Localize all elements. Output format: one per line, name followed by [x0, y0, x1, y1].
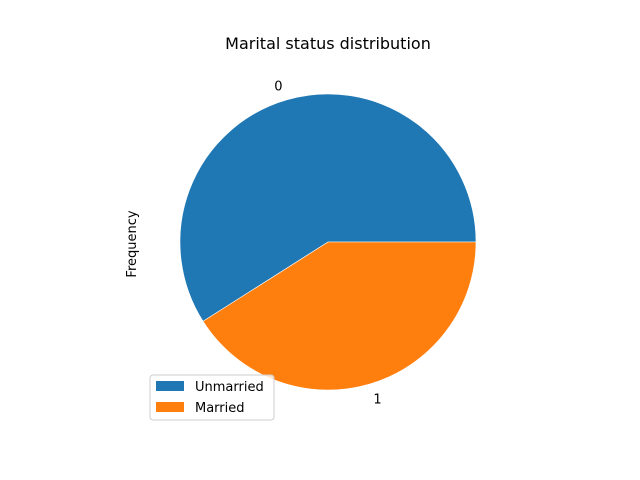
pie-slice-label-0: 0 — [274, 80, 282, 95]
legend-label-married: Married — [195, 401, 245, 416]
pie-slice-label-1: 1 — [373, 392, 381, 407]
legend-swatch-unmarried — [156, 381, 184, 391]
pie-slice-1 — [202, 241, 477, 391]
pie-slice-labels: 01 — [274, 80, 381, 408]
legend-label-unmarried: Unmarried — [195, 380, 264, 395]
legend-swatch-married — [156, 402, 184, 412]
chart-title: Marital status distribution — [225, 34, 431, 53]
legend: Unmarried Married — [149, 374, 275, 421]
y-axis-label: Frequency — [125, 210, 140, 277]
pie-slices — [179, 93, 477, 391]
pie-slice-0 — [179, 93, 477, 322]
